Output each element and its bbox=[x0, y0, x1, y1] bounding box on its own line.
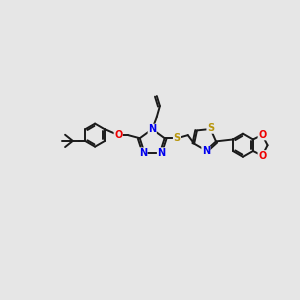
Text: N: N bbox=[148, 124, 156, 134]
Text: S: S bbox=[207, 123, 214, 133]
Text: O: O bbox=[114, 130, 122, 140]
Text: N: N bbox=[202, 146, 210, 156]
Text: N: N bbox=[139, 148, 147, 158]
Text: O: O bbox=[258, 130, 266, 140]
Text: S: S bbox=[173, 133, 181, 143]
Text: N: N bbox=[158, 148, 166, 158]
Text: O: O bbox=[258, 151, 266, 160]
